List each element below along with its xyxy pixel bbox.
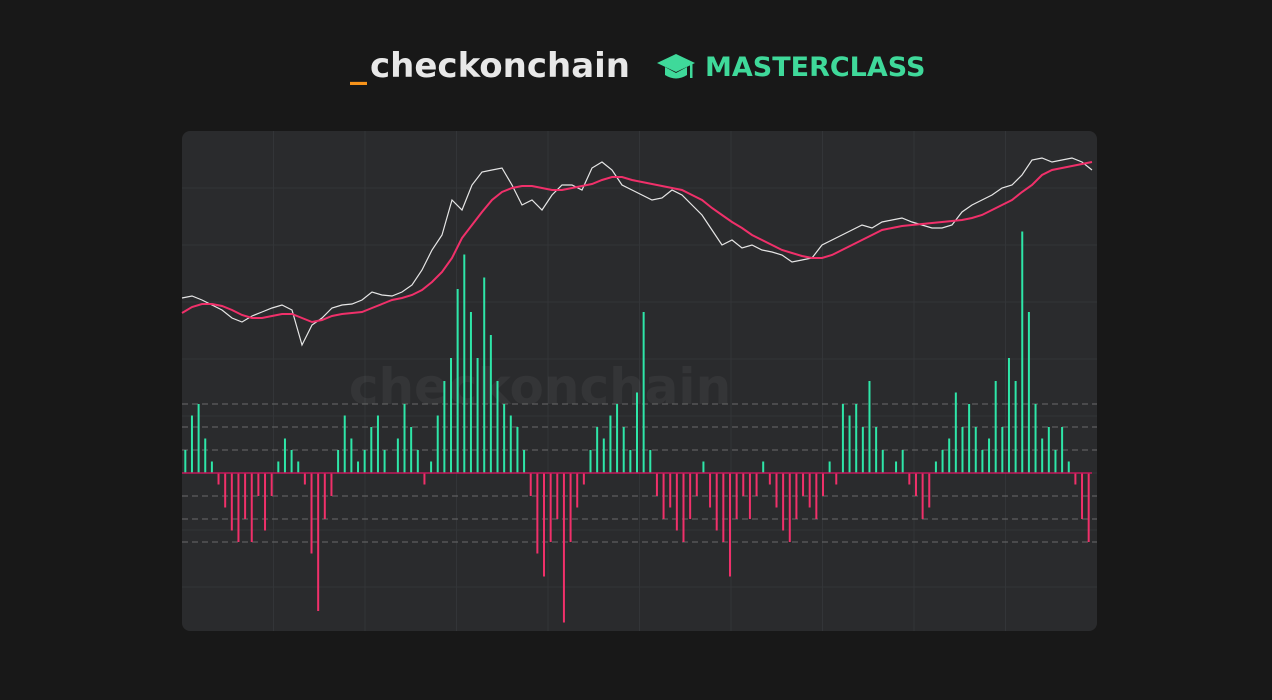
cap-icon [657,54,695,79]
series-line [181,161,1093,324]
brand-name: checkonchain [370,46,630,86]
series-line [181,157,1093,347]
badge: MASTERCLASS [705,52,925,83]
brand-prefix: _ [350,46,367,86]
plot [181,157,1097,623]
watermark: checkonchain [349,358,731,416]
